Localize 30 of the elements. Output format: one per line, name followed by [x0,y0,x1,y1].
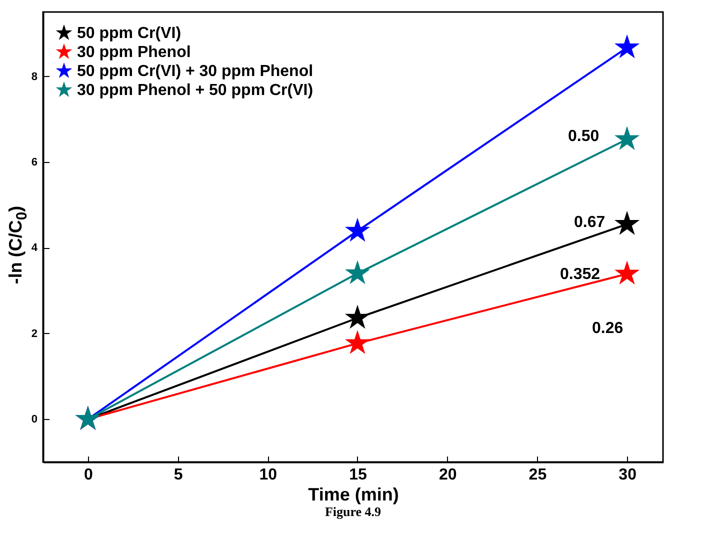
point [614,34,640,58]
legend-label: 50 ppm Cr(VI) [77,25,182,42]
x-tick-label: 15 [349,466,367,484]
x-tick-label: 20 [438,466,457,484]
point [344,330,370,354]
x-tick-label: 5 [174,466,183,484]
y-tick-label: 2 [31,328,38,340]
x-axis-title: Time (min) [308,484,399,504]
x-tick-label: 30 [618,466,637,484]
y-tick-label: 0 [31,414,38,426]
y-tick-label: 6 [31,156,38,168]
legend-label: 30 ppm Phenol + 50 ppm Cr(VI) [77,82,314,99]
point [344,260,370,284]
legend-label: 30 ppm Phenol [77,44,191,61]
point [614,260,640,285]
annotation: 0.26 [592,320,624,338]
x-tick-label: 10 [259,466,278,484]
annotation: 0.352 [560,266,600,284]
point [614,126,640,150]
caption: Figure 4.9 [324,504,382,519]
point [344,218,370,242]
y-tick-label: 4 [31,242,38,254]
y-tick-label: 8 [31,70,38,83]
x-tick-label: 25 [528,466,547,484]
point [344,304,370,329]
legend-label: 50 ppm Cr(VI) + 30 ppm Phenol [77,63,314,80]
point [614,210,640,235]
annotation: 0.67 [574,214,606,232]
annotation: 0.50 [568,128,600,146]
x-tick-label: 0 [84,466,93,484]
